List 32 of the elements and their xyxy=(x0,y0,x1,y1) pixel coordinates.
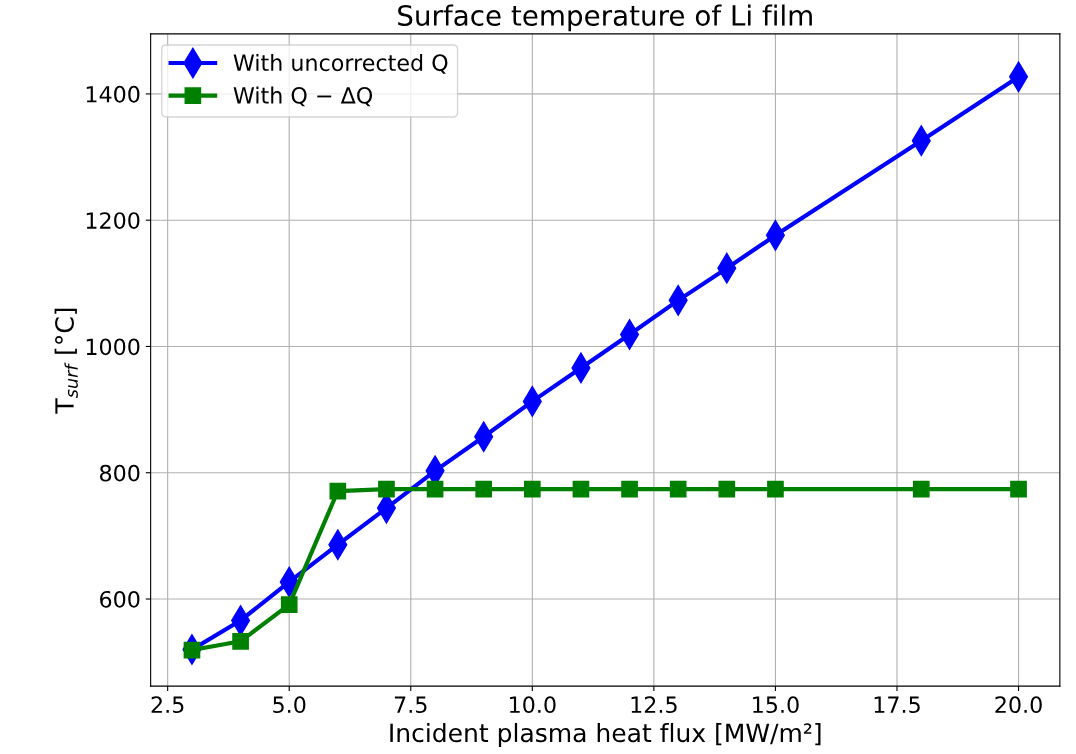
point xyxy=(523,480,541,498)
x-tick-label: 7.5 xyxy=(394,696,427,714)
point xyxy=(232,632,249,650)
x-tick-label: 12.5 xyxy=(631,696,677,714)
chart-title: Surface temperature of Li film xyxy=(398,4,812,32)
x-tick-label: 10.0 xyxy=(510,696,556,714)
point xyxy=(767,480,784,498)
point xyxy=(280,596,298,614)
point xyxy=(718,480,736,498)
legend-label: With Q − ΔQ xyxy=(233,86,373,107)
legend-label: With uncorrected Q xyxy=(233,53,448,74)
x-tick-label: 2.5 xyxy=(151,696,184,714)
y-axis-title: T$_{surf}$ [°C] xyxy=(54,308,78,414)
point xyxy=(329,482,347,500)
point xyxy=(621,480,638,498)
point xyxy=(426,480,444,498)
y-tick-label: 1000 xyxy=(86,338,140,356)
x-tick-label: 17.5 xyxy=(874,696,920,714)
x-axis-title: Incident plasma heat flux [MW/m²] xyxy=(390,722,821,748)
point xyxy=(912,480,930,498)
point xyxy=(669,480,687,498)
point xyxy=(572,480,590,498)
x-tick-label: 20.0 xyxy=(995,696,1042,714)
y-tick-label: 1400 xyxy=(86,85,140,103)
point xyxy=(1010,480,1027,498)
x-tick-label: 5.0 xyxy=(273,696,306,714)
y-tick-label: 600 xyxy=(100,590,140,608)
point xyxy=(475,480,493,498)
point xyxy=(378,480,395,498)
y-tick-label: 800 xyxy=(100,464,140,482)
y-tick-label: 1200 xyxy=(86,212,140,229)
x-tick-label: 15.0 xyxy=(753,696,799,714)
